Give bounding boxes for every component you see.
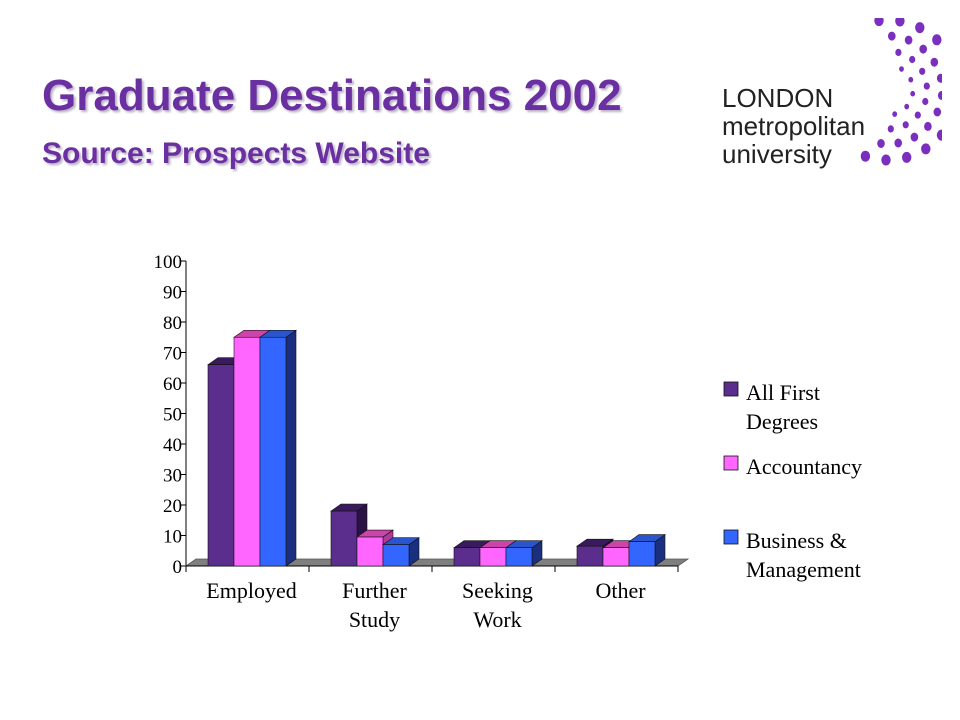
x-category-label: Employed	[206, 578, 296, 603]
logo-dot-11	[881, 154, 891, 166]
bar-2-2	[505, 540, 543, 567]
logo-dot-3	[932, 34, 942, 46]
logo-dot-2	[915, 22, 925, 34]
logo-dot-20	[924, 121, 932, 131]
logo-dot-8	[936, 129, 942, 141]
logo-dot-9	[921, 143, 931, 155]
logo-dot-29	[914, 111, 921, 119]
logo-dot-12	[860, 150, 871, 162]
y-tick-label: 70	[163, 344, 182, 365]
logo-line-1: LONDON	[722, 83, 834, 113]
legend-swatch	[723, 529, 739, 545]
logo-dot-21	[910, 132, 919, 142]
page-subtitle: Source: Prospects Website	[42, 137, 430, 170]
page-title: Graduate Destinations 2002	[42, 71, 622, 120]
legend-label: Accountancy	[746, 454, 862, 479]
logo-dot-26	[919, 67, 926, 75]
logo-dot-1	[895, 18, 905, 27]
logo-dot-32	[899, 66, 904, 72]
y-tick-label: 100	[154, 252, 183, 273]
logo-dot-35	[904, 103, 910, 110]
legend-item-0: All First Degrees	[723, 380, 820, 434]
y-tick-label: 80	[163, 313, 182, 334]
bar-1-2	[382, 537, 420, 567]
x-category-label: Further	[342, 578, 407, 603]
bar-front	[356, 536, 384, 567]
bar-front	[330, 510, 358, 567]
logo-dot-23	[877, 139, 885, 148]
bar-front	[453, 547, 481, 567]
logo-line-3: university	[722, 139, 832, 169]
logo-dot-0	[874, 18, 884, 27]
logo-dot-24	[895, 48, 902, 56]
bar-front	[628, 541, 656, 567]
legend-item-1: Accountancy	[723, 454, 862, 479]
bar-front	[602, 547, 630, 567]
logo-dot-15	[919, 44, 927, 54]
y-tick-label: 10	[163, 527, 182, 548]
logo-dot-18	[937, 90, 942, 100]
bar-front	[233, 336, 261, 567]
logo-dot-22	[894, 138, 902, 148]
logo-dots-icon	[860, 18, 942, 166]
logo-dot-33	[908, 76, 914, 83]
bar-front	[505, 547, 533, 567]
y-tick-label: 50	[163, 405, 182, 426]
logo-dot-31	[887, 125, 894, 133]
logo-line-2: metropolitan	[722, 111, 866, 141]
logo-dot-17	[936, 73, 942, 83]
logo-dot-25	[909, 55, 916, 64]
logo-dot-30	[902, 121, 909, 129]
logo-dot-36	[892, 111, 898, 117]
y-tick-label: 90	[163, 283, 182, 304]
y-tick-label: 20	[163, 496, 182, 517]
university-logo: LONDON metropolitan university	[718, 18, 942, 168]
legend-label: All First	[746, 380, 820, 405]
legend-label: Business &	[746, 528, 847, 553]
bar-side	[285, 329, 297, 567]
y-tick-label: 30	[163, 466, 182, 487]
bar-front	[479, 547, 507, 567]
bar-front	[259, 336, 287, 567]
legend-label: Management	[746, 557, 861, 582]
bar-front	[382, 544, 410, 567]
x-category-label: Work	[473, 607, 521, 632]
logo-dot-28	[922, 97, 929, 106]
y-tick-label: 40	[163, 435, 182, 456]
x-category-label: Study	[349, 607, 400, 632]
bar-front	[207, 364, 235, 567]
legend-item-2: Business & Management	[723, 528, 861, 582]
logo-dot-27	[923, 82, 930, 90]
bar-0-2	[259, 329, 297, 567]
logo-dot-10	[902, 151, 912, 163]
x-category-label: Seeking	[462, 578, 533, 603]
legend-swatch	[723, 381, 739, 397]
bar-front	[576, 545, 604, 567]
logo-dot-14	[904, 35, 913, 45]
logo-dot-19	[933, 107, 942, 117]
logo-dot-16	[930, 57, 939, 67]
x-category-label: Other	[595, 578, 646, 603]
logo-dot-34	[910, 90, 916, 97]
bar-3-2	[628, 534, 666, 567]
y-tick-label: 0	[173, 557, 183, 578]
y-tick-label: 60	[163, 374, 182, 395]
legend-swatch	[723, 455, 739, 471]
legend-label: Degrees	[746, 409, 818, 434]
logo-dot-13	[888, 31, 896, 41]
